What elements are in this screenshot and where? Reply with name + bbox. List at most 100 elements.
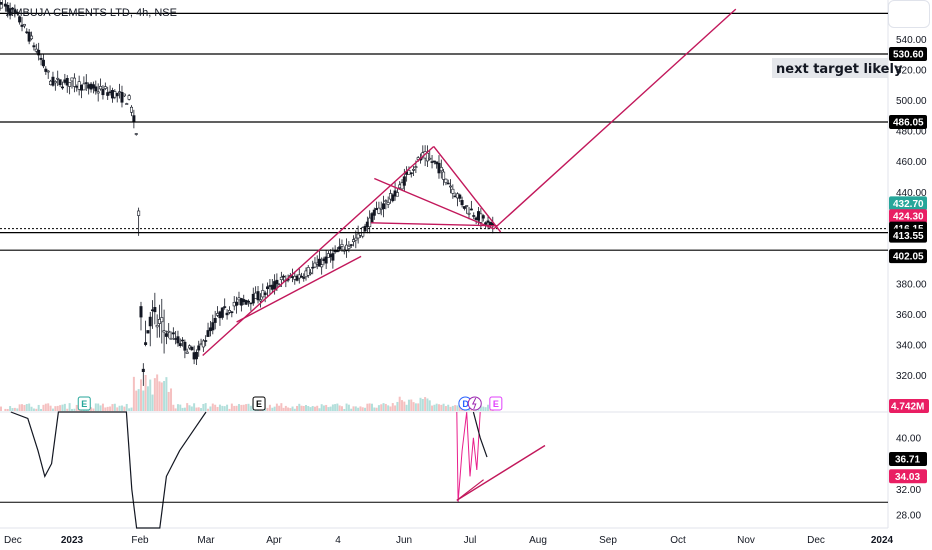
volume-bar xyxy=(336,403,339,411)
volume-bar xyxy=(160,382,163,411)
candle-body xyxy=(467,212,471,215)
candle-body xyxy=(338,246,342,250)
candle-body xyxy=(211,322,215,331)
volume-bar xyxy=(54,406,57,411)
price-tick-label: 520.00 xyxy=(896,66,927,77)
candle-body xyxy=(268,285,272,287)
time-tick-label: 4 xyxy=(335,535,341,546)
candle-body xyxy=(476,211,480,221)
volume-bar xyxy=(309,407,312,411)
volume-bar xyxy=(186,403,189,411)
volume-bar xyxy=(176,404,179,411)
volume-bar xyxy=(25,403,28,411)
volume-bar xyxy=(340,406,343,411)
volume-bar xyxy=(44,403,47,411)
candle-body xyxy=(279,276,283,281)
time-tick-label: Feb xyxy=(131,535,149,546)
candle-body xyxy=(122,93,126,97)
candle-body xyxy=(235,301,239,306)
volume-bar xyxy=(424,397,427,411)
price-layer xyxy=(0,0,888,386)
candle-body xyxy=(194,351,198,360)
volume-bar xyxy=(370,403,373,411)
price-badge xyxy=(889,249,927,264)
volume-bar xyxy=(377,405,380,411)
volume-bar xyxy=(226,404,229,411)
candle-body xyxy=(472,215,476,217)
volume-bar xyxy=(90,407,93,411)
projection-line[interactable] xyxy=(493,8,737,230)
volume-bar xyxy=(456,405,459,411)
wedge-upper-line[interactable] xyxy=(374,177,495,230)
oscillator-trend-line-short[interactable] xyxy=(456,479,484,501)
event-marker[interactable] xyxy=(77,396,91,411)
volume-bar xyxy=(329,406,332,411)
volume-bar xyxy=(437,404,440,411)
candle-body xyxy=(18,16,22,23)
candle-body xyxy=(110,90,114,99)
candle-body xyxy=(442,171,446,180)
volume-bar xyxy=(440,404,443,411)
volume-bar xyxy=(451,405,454,411)
volume-bar xyxy=(123,406,126,411)
wedge-down-line[interactable] xyxy=(433,146,502,233)
candle-body xyxy=(72,77,76,87)
candle-body xyxy=(183,341,187,351)
volume-bar xyxy=(235,405,238,411)
time-tick-label: Jun xyxy=(396,535,412,546)
volume-bar xyxy=(484,407,487,411)
volume-bar xyxy=(237,404,240,411)
candle-body xyxy=(306,267,310,276)
candle-body xyxy=(13,9,17,13)
volume-bar xyxy=(435,403,438,411)
candle-body xyxy=(204,340,208,342)
trend-channel-upper[interactable] xyxy=(202,145,435,357)
volume-bar xyxy=(284,405,287,411)
volume-bar xyxy=(228,408,231,411)
volume-bar xyxy=(410,399,413,411)
candle-body xyxy=(395,192,399,197)
volume-bar xyxy=(132,376,135,411)
candle-body xyxy=(164,333,168,337)
volume-bar xyxy=(223,406,226,411)
price-axis[interactable] xyxy=(888,0,932,550)
event-marker-label: E xyxy=(256,399,262,409)
volume-bar xyxy=(163,380,166,411)
volume-bar xyxy=(158,381,161,411)
time-tick-label: Sep xyxy=(599,535,617,546)
candle-body xyxy=(400,182,404,190)
candle-body xyxy=(96,91,100,94)
volume-bar xyxy=(218,404,221,411)
wedge-lower-line[interactable] xyxy=(370,222,498,227)
candle-body xyxy=(115,93,119,97)
candle-body xyxy=(347,245,351,249)
candle-body xyxy=(30,35,34,40)
chart-settings-button[interactable] xyxy=(888,0,930,28)
event-marker[interactable] xyxy=(252,396,266,411)
volume-bar xyxy=(275,403,278,411)
volume-bar xyxy=(56,405,59,411)
volume-bar xyxy=(4,408,7,411)
target-annotation-box[interactable] xyxy=(772,58,888,78)
trend-channel-lower[interactable] xyxy=(236,255,362,323)
event-marker[interactable] xyxy=(489,396,503,411)
oscillator-trend-line[interactable] xyxy=(456,444,546,501)
candle-body xyxy=(469,208,473,211)
volume-bar xyxy=(298,403,301,411)
volume-bar xyxy=(296,405,299,411)
volume-bar xyxy=(204,403,207,411)
volume-bar xyxy=(21,404,24,411)
candle-body xyxy=(254,292,258,299)
candle-body xyxy=(113,91,117,98)
volume-bar xyxy=(193,403,196,411)
volume-bar xyxy=(97,403,100,411)
volume-bar xyxy=(389,406,392,411)
volume-bar xyxy=(271,407,274,411)
volume-bar xyxy=(66,408,69,411)
volume-bar xyxy=(130,407,133,411)
volume-bar xyxy=(334,404,337,411)
price-badge xyxy=(889,47,927,62)
volume-bar xyxy=(242,404,245,411)
